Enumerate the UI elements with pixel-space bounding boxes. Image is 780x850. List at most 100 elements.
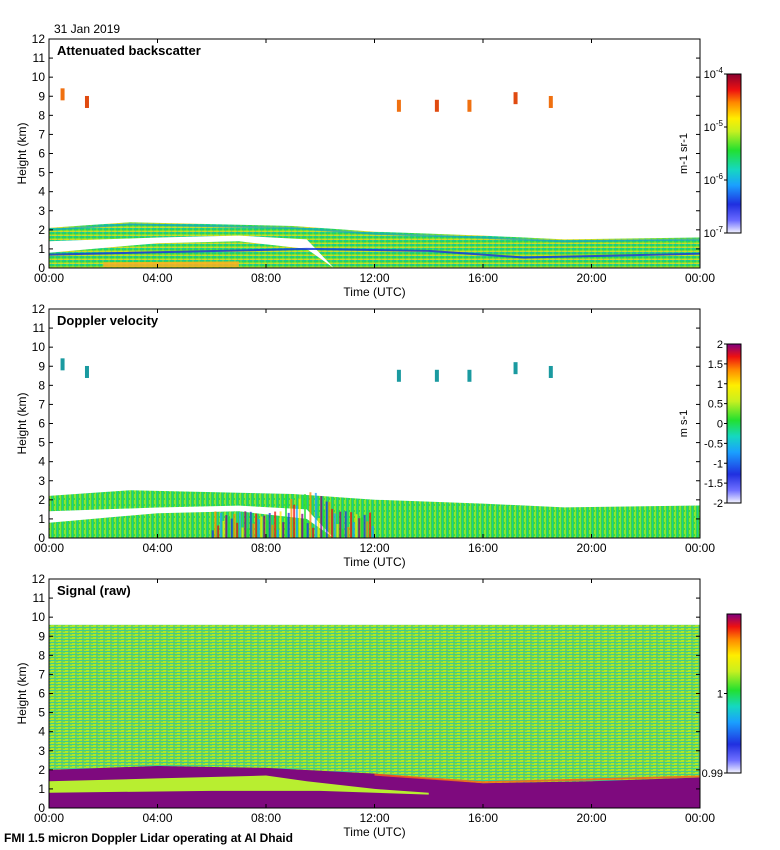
colorbar-tick-label: 0.5 <box>708 399 723 411</box>
x-tick-label: 04:00 <box>142 271 172 285</box>
cirrus-patch <box>434 369 439 382</box>
x-tick-label: 20:00 <box>576 541 606 555</box>
y-tick-label: 11 <box>33 321 46 335</box>
turbulence-streak <box>214 511 217 538</box>
turbulence-streak <box>347 527 350 538</box>
y-tick-label: 10 <box>32 610 46 624</box>
y-tick-label: 2 <box>38 223 45 237</box>
turbulence-streak <box>276 529 279 538</box>
colorbar-tick-label: 2 <box>717 339 723 351</box>
clear-gap <box>49 505 334 538</box>
turbulence-streak <box>352 522 355 538</box>
y-tick-label: 0 <box>38 531 45 545</box>
x-tick-label: 20:00 <box>576 271 606 285</box>
turbulence-streak <box>249 511 252 538</box>
turbulence-streak <box>320 496 323 538</box>
turbulence-streak <box>306 523 309 538</box>
y-tick-label: 1 <box>38 512 45 526</box>
turbulence-streak <box>331 508 334 538</box>
y-axis-label: Height (km) <box>15 392 29 454</box>
y-tick-label: 8 <box>38 108 45 122</box>
cirrus-patch <box>548 365 553 378</box>
turbulence-streak <box>328 501 331 538</box>
y-tick-label: 5 <box>38 436 45 450</box>
x-tick-label: 12:00 <box>359 811 389 825</box>
x-tick-label: 04:00 <box>142 811 172 825</box>
x-axis-label: Time (UTC) <box>343 555 405 569</box>
x-tick-label: 00:00 <box>685 541 715 555</box>
cirrus-patch <box>84 365 89 378</box>
turbulence-streak <box>371 525 374 538</box>
turbulence-streak <box>293 504 296 538</box>
y-tick-label: 6 <box>38 147 45 161</box>
turbulence-streak <box>230 518 233 538</box>
colorbar-tick-label: 0.99 <box>702 768 723 780</box>
surface-layer-edge <box>48 247 701 259</box>
turbulence-streak <box>350 512 353 538</box>
turbulence-streak <box>282 522 285 538</box>
date-label: 31 Jan 2019 <box>54 22 120 36</box>
y-tick-label: 10 <box>32 340 46 354</box>
turbulence-streak <box>211 530 214 538</box>
cirrus-patch <box>396 99 401 112</box>
y-tick-label: 4 <box>38 725 45 739</box>
turbulence-streak <box>355 514 358 538</box>
turbulence-streak <box>344 511 347 538</box>
cirrus-patch <box>467 99 472 112</box>
high-signal-layer <box>49 766 700 808</box>
turbulence-streak <box>238 512 241 538</box>
turbulence-streak <box>241 527 244 538</box>
turbulence-streak <box>369 512 372 538</box>
y-tick-label: 6 <box>38 687 45 701</box>
turbulence-streak <box>284 494 287 538</box>
x-tick-label: 16:00 <box>468 271 498 285</box>
colorbar-tick-label: 1.5 <box>708 359 723 371</box>
y-tick-label: 5 <box>38 706 45 720</box>
y-tick-label: 7 <box>38 667 45 681</box>
x-tick-label: 08:00 <box>251 541 281 555</box>
y-tick-label: 9 <box>38 89 45 103</box>
x-tick-label: 00:00 <box>34 541 64 555</box>
turbulence-streak <box>225 515 228 538</box>
turbulence-streak <box>301 513 304 538</box>
y-tick-label: 1 <box>38 782 45 796</box>
turbulence-streak <box>322 509 325 538</box>
y-axis-label: Height (km) <box>15 122 29 184</box>
turbulence-streak <box>252 523 255 538</box>
turbulence-streak <box>325 501 328 538</box>
colorbar-tick-label: 1 <box>717 379 723 391</box>
colorbar-unit-label: m-1 sr-1 <box>678 133 690 174</box>
y-tick-label: 7 <box>38 127 45 141</box>
y-tick-label: 2 <box>38 763 45 777</box>
x-tick-label: 00:00 <box>685 271 715 285</box>
panel-title: Signal (raw) <box>57 583 131 598</box>
surface-maximum <box>103 261 239 268</box>
x-tick-label: 20:00 <box>576 811 606 825</box>
turbulence-streak <box>309 492 312 538</box>
turbulence-streak <box>358 518 361 538</box>
colorbar-tick-label: -2 <box>713 498 723 510</box>
turbulence-streak <box>341 528 344 538</box>
cirrus-patch <box>513 362 518 375</box>
turbulence-streak <box>279 511 282 538</box>
y-tick-label: 1 <box>38 242 45 256</box>
colorbar-tick-label: -1 <box>713 458 723 470</box>
colorbar-tick-label: 0 <box>717 419 723 431</box>
y-tick-label: 11 <box>33 591 46 605</box>
colorbar-tick-label: -0.5 <box>704 438 723 450</box>
cirrus-patch <box>548 95 553 108</box>
y-tick-label: 9 <box>38 359 45 373</box>
y-tick-label: 8 <box>38 648 45 662</box>
y-tick-label: 5 <box>38 166 45 180</box>
y-tick-label: 4 <box>38 185 45 199</box>
x-tick-label: 00:00 <box>34 271 64 285</box>
y-axis-label: Height (km) <box>15 662 29 724</box>
turbulence-streak <box>271 524 274 538</box>
turbulence-streak <box>333 513 336 538</box>
turbulence-streak <box>295 505 298 538</box>
turbulence-streak <box>314 492 317 538</box>
cirrus-patch <box>513 92 518 105</box>
